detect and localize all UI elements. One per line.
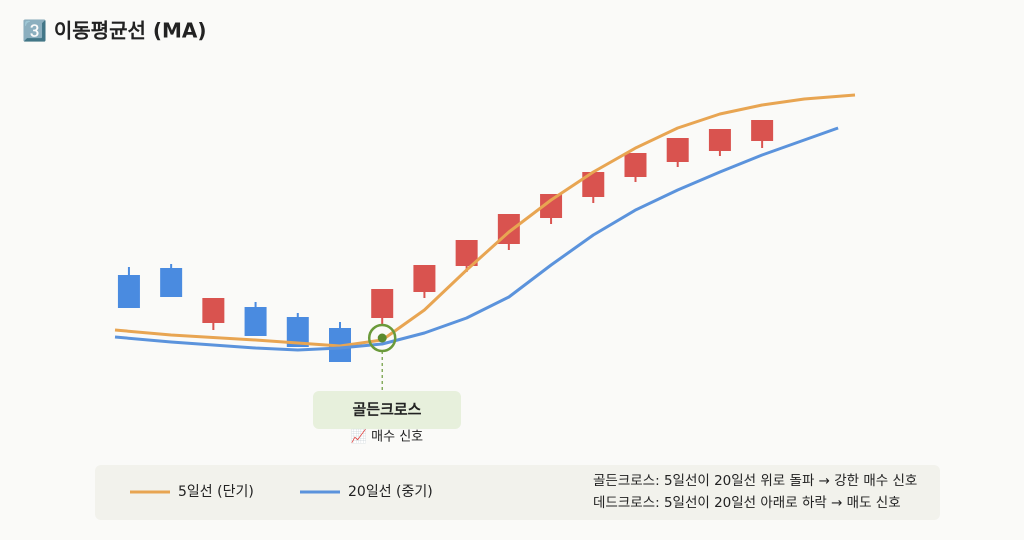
candle-body <box>751 120 774 141</box>
candle-body <box>455 240 478 266</box>
candle-body <box>540 194 563 218</box>
chart-title: 3️⃣ 이동평균선 (MA) <box>22 19 207 43</box>
candle-body <box>371 289 394 318</box>
cross-ring <box>367 323 397 353</box>
candle-body <box>286 317 309 347</box>
annotation-title: 골든크로스 <box>352 401 421 419</box>
annotation-subtitle: 📈 매수 신호 <box>351 429 423 445</box>
legend-label: 5일선 (단기) <box>178 484 254 500</box>
candle-body <box>160 268 183 297</box>
candle-body <box>244 307 267 336</box>
candle-body <box>624 153 647 177</box>
ma-line <box>114 93 856 348</box>
candle-body <box>413 265 436 292</box>
annotation-box <box>313 391 461 429</box>
candle-body <box>117 275 140 308</box>
candle-body <box>582 172 605 197</box>
candle-body <box>666 138 689 162</box>
candle-body <box>708 129 731 151</box>
candle-body <box>202 298 225 323</box>
ma-line <box>114 126 839 352</box>
note: 골든크로스: 5일선이 20일선 위로 돌파 → 강한 매수 신호 <box>593 473 917 489</box>
legend-label: 20일선 (중기) <box>348 484 433 500</box>
legend-box <box>95 465 940 520</box>
note: 데드크로스: 5일선이 20일선 아래로 하락 → 매도 신호 <box>593 495 901 511</box>
cross-dot <box>377 333 387 343</box>
